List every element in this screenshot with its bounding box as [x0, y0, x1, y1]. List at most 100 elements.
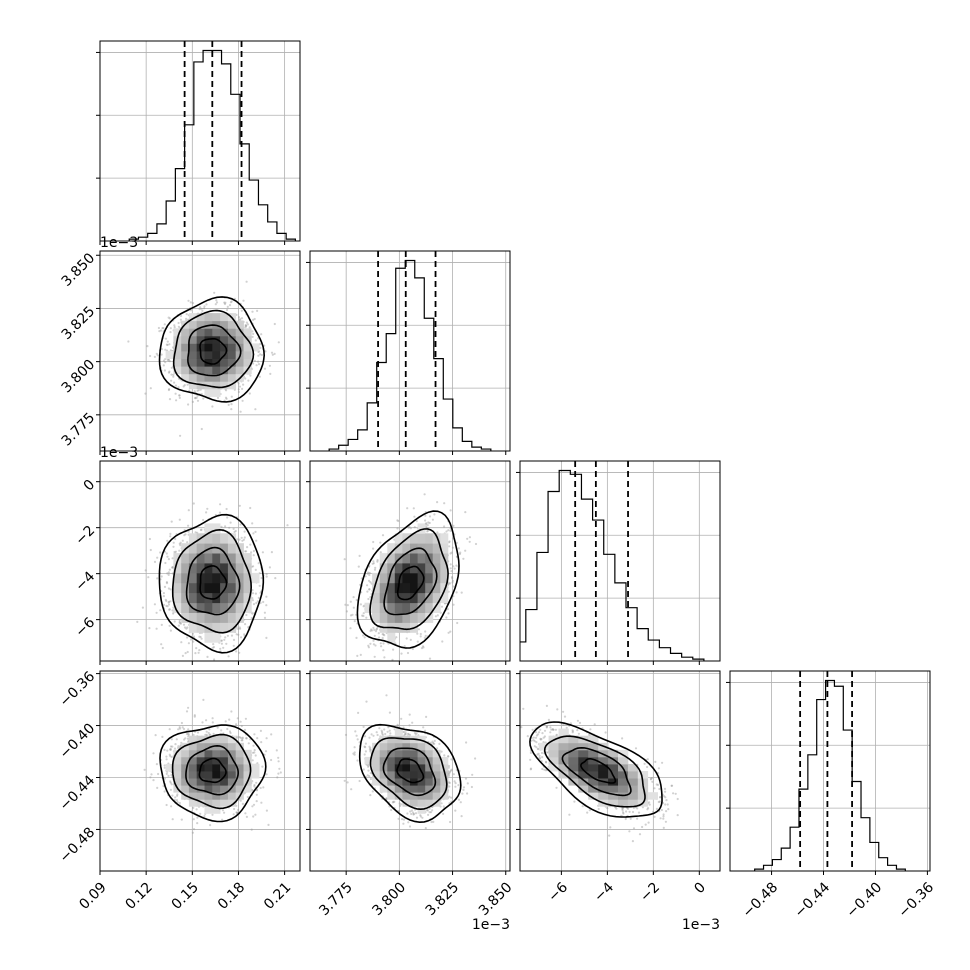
- sample-point: [666, 803, 669, 806]
- sample-point: [621, 807, 624, 811]
- density-cell: [227, 612, 237, 623]
- sample-point: [369, 746, 372, 750]
- contour-line: [199, 565, 228, 600]
- sample-point: [252, 565, 255, 568]
- sample-point: [149, 548, 152, 552]
- sample-point: [624, 817, 627, 821]
- sample-point: [377, 632, 380, 635]
- sample-point: [168, 317, 171, 320]
- density-cell: [588, 792, 599, 800]
- x-tick-label: 3.775: [316, 879, 356, 919]
- panel-frame: [729, 670, 931, 872]
- sample-point: [593, 723, 596, 726]
- sample-point: [459, 551, 462, 554]
- sample-point: [533, 745, 536, 748]
- sample-point: [191, 400, 194, 403]
- density-cell: [402, 756, 411, 765]
- sample-point: [169, 600, 172, 603]
- density-cell: [212, 351, 221, 359]
- y-tick-label: −0.40: [57, 721, 99, 763]
- sample-point: [353, 751, 356, 754]
- density-cell: [243, 343, 252, 352]
- sample-point: [653, 815, 656, 818]
- sample-point: [450, 551, 453, 554]
- sample-point: [213, 291, 216, 294]
- density-cell: [235, 563, 244, 574]
- sample-point: [160, 623, 163, 627]
- sample-point: [410, 812, 413, 816]
- sample-point: [457, 784, 460, 787]
- sample-point: [421, 816, 424, 819]
- sample-point: [180, 721, 183, 725]
- density-cell: [402, 582, 411, 594]
- sample-point: [369, 642, 372, 645]
- sample-point: [443, 525, 446, 528]
- density-cell: [181, 358, 190, 367]
- sample-point: [254, 408, 257, 411]
- sample-point: [160, 643, 163, 646]
- sample-point: [230, 634, 234, 637]
- density-cell: [204, 523, 213, 534]
- density-cell: [417, 533, 426, 544]
- sample-point: [179, 622, 182, 625]
- sample-point: [375, 628, 378, 631]
- sample-point: [651, 810, 655, 813]
- density-cell: [212, 612, 221, 623]
- density-cell: [188, 592, 198, 604]
- sample-point: [170, 373, 173, 376]
- density-cell: [188, 553, 198, 564]
- sample-point: [178, 394, 181, 397]
- sample-point: [416, 640, 419, 643]
- sample-point: [428, 807, 431, 810]
- density-cell: [181, 366, 190, 375]
- sample-point: [168, 343, 171, 346]
- density-cell: [204, 763, 213, 772]
- sample-point: [168, 600, 171, 604]
- sample-point: [412, 507, 415, 510]
- sample-point: [578, 721, 582, 725]
- density-cell: [627, 799, 639, 807]
- contour-line: [158, 513, 265, 654]
- density-cell: [394, 785, 403, 793]
- density-cell: [204, 771, 213, 779]
- sample-point: [431, 518, 434, 521]
- sample-point: [187, 403, 190, 406]
- sample-point: [413, 731, 416, 735]
- sample-point: [369, 772, 372, 775]
- density-cell: [181, 612, 190, 623]
- density-cell: [372, 572, 381, 584]
- sample-point: [278, 767, 281, 770]
- sample-point: [251, 592, 255, 595]
- density-cell: [220, 592, 229, 604]
- sample-point: [167, 587, 170, 590]
- sample-point: [417, 628, 420, 631]
- panel-content: [127, 280, 280, 437]
- density-cell: [440, 563, 449, 574]
- sample-point: [228, 730, 232, 733]
- sample-point: [597, 807, 600, 811]
- sample-point: [259, 729, 262, 733]
- sample-point: [636, 817, 639, 820]
- sample-point: [277, 772, 280, 775]
- density-cell: [618, 799, 629, 807]
- sample-point: [179, 544, 182, 547]
- density-cell: [558, 771, 569, 779]
- sample-point: [402, 726, 405, 729]
- density-cell: [588, 742, 599, 751]
- sample-point: [277, 341, 280, 344]
- y-tick-label: −0.36: [57, 669, 99, 711]
- density-cell: [402, 563, 411, 574]
- sample-point: [250, 616, 253, 620]
- sample-point: [445, 616, 448, 619]
- density-cell: [558, 749, 569, 758]
- sample-point: [174, 743, 177, 746]
- density-cell: [220, 792, 229, 800]
- sample-point: [468, 536, 471, 539]
- density-cell: [235, 572, 244, 584]
- density-cell: [204, 785, 213, 793]
- sample-point: [541, 767, 544, 771]
- sample-point: [215, 299, 218, 302]
- sample-point: [542, 741, 545, 744]
- density-cell: [372, 778, 381, 786]
- sample-point: [183, 534, 186, 537]
